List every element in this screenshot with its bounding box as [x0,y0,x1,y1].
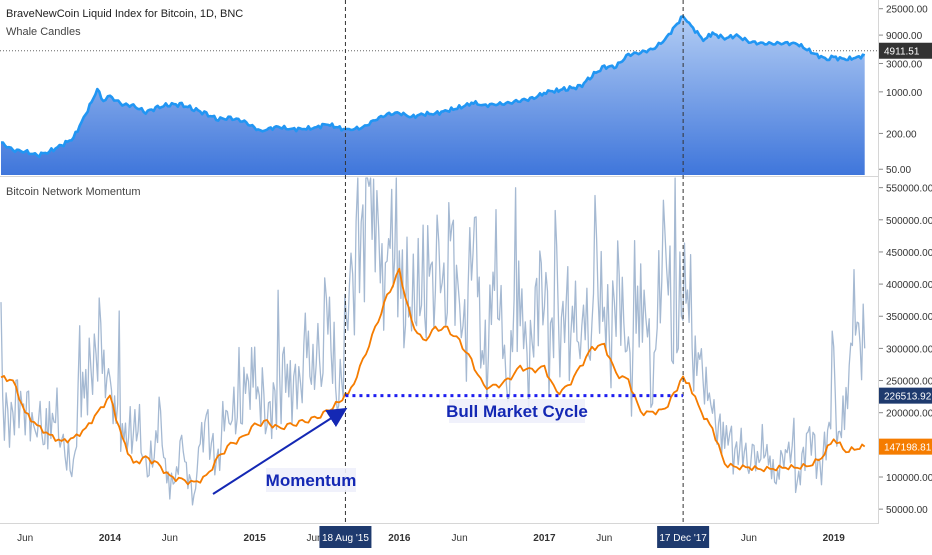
momentum-ma-line [0,267,866,486]
momentum-value-badge [879,387,932,404]
time-scale-label: 2014 [99,533,122,544]
bull-market-cycle-label: Bull Market Cycle [446,402,588,421]
time-scale-label: Jun [17,533,33,544]
price-scale-label: 9000.00 [886,31,923,42]
momentum-pane-title: Bitcoin Network Momentum [6,186,141,198]
time-scale-label: 2017 [533,533,556,544]
time-scale-label: 2016 [388,533,411,544]
momentum-value-badge-text: 226513.92 [884,392,932,403]
momentum-scale-label: 500000.00 [886,216,932,227]
time-scale-label: Jun [162,533,178,544]
price-scale-label: 200.00 [886,129,917,140]
time-scale-label: Jun [741,533,757,544]
momentum-label-bg [266,468,356,492]
momentum-value-badge-text: 147198.81 [884,443,932,454]
momentum-pane[interactable] [0,177,866,506]
price-scale-bg [879,0,932,550]
reference-date-badge [657,526,710,548]
price-scale-label: 1000.00 [886,88,923,99]
momentum-scale-label: 250000.00 [886,377,932,388]
momentum-scale-label: 400000.00 [886,280,932,291]
last-price-badge [879,42,932,59]
price-scale[interactable]: 25000.00 9000.00 3000.00 1000.00 200.00 50.00… [879,0,932,550]
price-scale-label: 3000.00 [886,59,923,70]
time-scale-label: Jun [452,533,468,544]
momentum-scale-label: 550000.00 [886,184,932,195]
momentum-scale-label: 50000.00 [886,505,928,516]
momentum-scale-label: 200000.00 [886,409,932,420]
momentum-scale-label: 300000.00 [886,344,932,355]
momentum-value-badge [879,438,932,455]
price-line [1,15,866,158]
bull-label-bg [449,399,585,423]
time-scale[interactable]: Jun 2014 Jun 2015 Jun 2016 Jun 2017 Jun Jun 2019 18… [0,524,932,550]
time-scale-label: Jun [306,533,322,544]
price-scale-label: 25000.00 [886,5,928,16]
price-area-fill [1,16,865,176]
momentum-scale-label: 100000.00 [886,473,932,484]
reference-date-badge-text: 17 Dec '17 [659,533,707,544]
momentum-scale-label: 450000.00 [886,248,932,259]
reference-date-badge-text: 18 Aug '15 [322,533,369,544]
price-pane[interactable] [0,15,878,176]
momentum-arrow [212,407,348,495]
annotations-layer: Momentum Bull Market Cycle [212,0,684,523]
reference-date-badge [319,526,372,548]
time-scale-label: Jun [596,533,612,544]
momentum-scale-label: 350000.00 [886,312,932,323]
price-scale-label: 50.00 [886,165,911,176]
last-price-badge-text: 4911.51 [884,47,920,58]
time-scale-label: 2015 [244,533,267,544]
time-scale-bg [0,524,932,550]
chart-subtitle: Whale Candles [6,26,81,38]
momentum-label: Momentum [266,471,357,490]
time-scale-label: 2019 [823,533,846,544]
chart-title: BraveNewCoin Liquid Index for Bitcoin, 1… [6,8,244,20]
